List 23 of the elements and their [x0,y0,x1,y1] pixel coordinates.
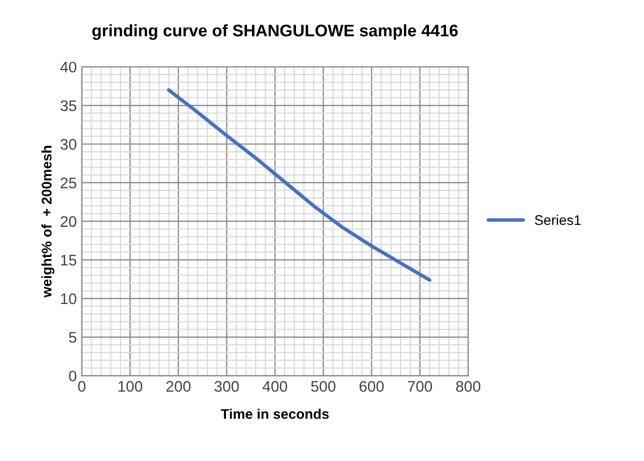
x-tick-label: 300 [214,380,239,392]
y-tick-label: 0 [69,370,76,382]
y-tick-label: 40 [60,62,76,73]
x-tick-label: 200 [166,380,191,392]
y-tick-label: 15 [61,254,76,266]
y-tick-label: 30 [60,138,76,150]
y-tick-label: 5 [69,332,76,343]
x-tick-label: 500 [311,380,336,392]
x-tick-label: 800 [456,380,480,392]
y-tick-label: 20 [60,216,76,227]
legend-label: Series1 [534,214,581,226]
y-tick-label: 25 [60,178,76,188]
y-axis-title: weight% of + 200mesh [41,146,54,298]
x-tick-label: 400 [262,380,288,392]
x-axis-title: Time in seconds [220,408,329,419]
x-tick-label: 100 [118,380,142,392]
x-tick-label: 0 [78,380,86,392]
y-tick-label: 35 [60,100,76,112]
y-tick-label: 10 [61,293,76,304]
line-series [166,88,432,282]
x-tick-label: 600 [360,380,384,392]
chart-title: grinding curve of SHANGULOWE sample 4416 [92,24,458,40]
x-tick-label: 700 [408,380,432,392]
